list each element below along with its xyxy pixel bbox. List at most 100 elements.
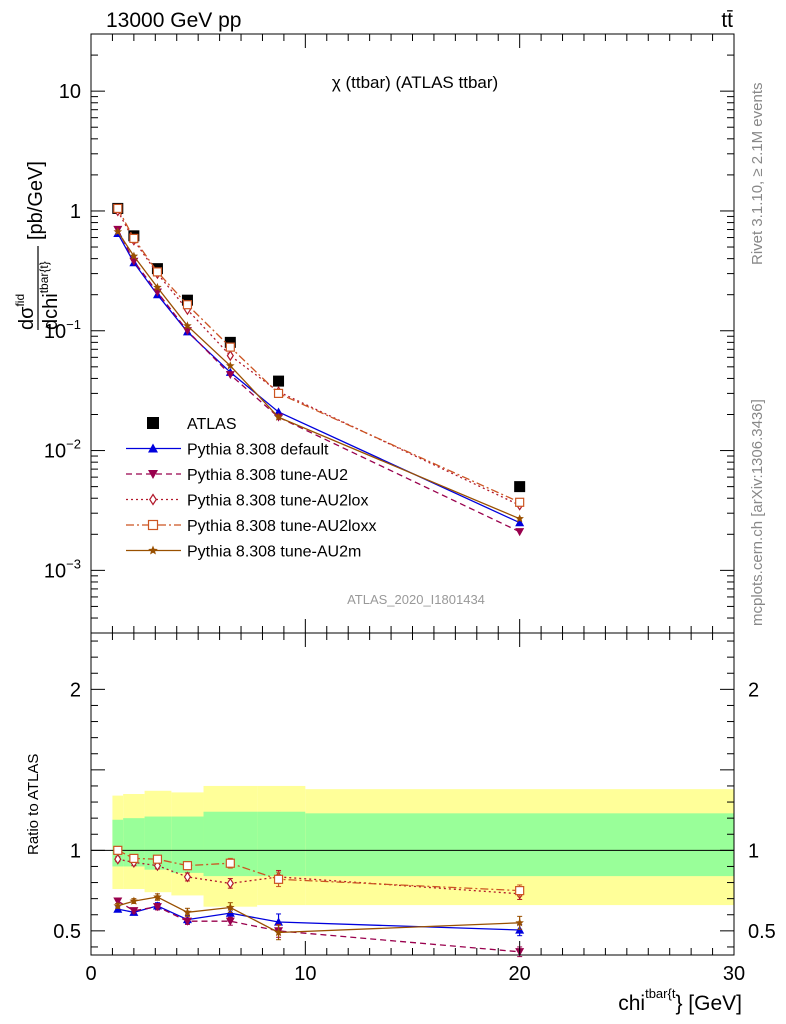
ratio-y-tick-label-right: 1 bbox=[748, 840, 759, 862]
legend-item-atlas: ATLAS bbox=[147, 416, 237, 433]
ratio-y-tick-label-right: 0.5 bbox=[748, 921, 776, 943]
ratio-y-tick-label-left: 2 bbox=[70, 679, 81, 701]
series-pythia-8-308-tune-au2loxx bbox=[113, 203, 525, 507]
point-pythia-8-308-tune-au2loxx bbox=[515, 497, 525, 507]
band-green bbox=[305, 813, 734, 877]
y-tick-label: 10−3 bbox=[44, 556, 81, 582]
ratio-point-pythia-8-308-tune-au2 bbox=[225, 917, 235, 926]
point-pythia-8-308-tune-au2loxx bbox=[273, 388, 284, 398]
legend-label: Pythia 8.308 tune-AU2 bbox=[187, 467, 348, 484]
point-pythia-8-308-tune-au2loxx bbox=[129, 233, 139, 244]
ratio-point-pythia-8-308-tune-au2loxx bbox=[152, 854, 163, 864]
ratio-point-pythia-8-308-tune-au2m bbox=[153, 892, 162, 901]
ratio-point-pythia-8-308-tune-au2m bbox=[274, 928, 283, 937]
ratio-bands bbox=[91, 785, 734, 907]
ratio-line-pythia-8-308-default bbox=[117, 905, 520, 931]
point-pythia-8-308-tune-au2loxx bbox=[152, 267, 163, 277]
ratio-point-pythia-8-308-default bbox=[274, 917, 284, 926]
ratio-y-tick-label-right: 2 bbox=[748, 679, 759, 701]
energy-label: 13000 GeV pp bbox=[106, 9, 241, 32]
point-pythia-8-308-default bbox=[515, 518, 525, 527]
y-tick-label: 10−1 bbox=[44, 317, 81, 343]
legend-marker bbox=[148, 470, 158, 479]
ratio-point-pythia-8-308-tune-au2m bbox=[515, 918, 524, 927]
svg-text:[pb/GeV]: [pb/GeV] bbox=[25, 161, 47, 240]
ratio-point-pythia-8-308-tune-au2lox bbox=[226, 877, 234, 889]
ratio-series-pythia-8-308-tune-au2 bbox=[113, 897, 525, 958]
legend-label: Pythia 8.308 tune-AU2loxx bbox=[187, 518, 376, 535]
series-pythia-8-308-tune-au2 bbox=[113, 225, 525, 537]
ratio-ticks: 0.5 0.51 12 20 10 20 30 bbox=[53, 633, 776, 985]
legend-label: ATLAS bbox=[187, 416, 237, 433]
legend-item-pythia-8-308-tune-au2lox: Pythia 8.308 tune-AU2lox bbox=[126, 493, 368, 510]
series-line-pythia-8-308-tune-au2 bbox=[117, 229, 520, 533]
ratio-series-pythia-8-308-tune-au2m bbox=[113, 892, 524, 941]
ratio-panel: 0.5 0.51 12 20 10 20 30 Ratio to ATLAS bbox=[25, 632, 776, 985]
svg-text:dσfid: dσfid bbox=[13, 294, 38, 330]
point-atlas bbox=[224, 336, 236, 348]
watermark: ATLAS_2020_I1801434 bbox=[347, 592, 485, 607]
point-pythia-8-308-tune-au2 bbox=[152, 288, 162, 297]
x-axis-label: chitbar{t} [GeV] bbox=[618, 986, 742, 1015]
ratio-line-pythia-8-308-tune-au2 bbox=[117, 900, 520, 953]
main-title: χ (ttbar) (ATLAS ttbar) bbox=[332, 73, 498, 92]
legend-item-pythia-8-308-tune-au2: Pythia 8.308 tune-AU2 bbox=[126, 467, 348, 484]
ratio-y-tick-label-left: 1 bbox=[70, 840, 81, 862]
legend-marker bbox=[147, 519, 159, 531]
point-pythia-8-308-default bbox=[274, 407, 284, 416]
ratio-point-pythia-8-308-tune-au2loxx bbox=[515, 885, 525, 896]
ratio-point-pythia-8-308-tune-au2m bbox=[183, 907, 192, 916]
main-series-layer bbox=[112, 202, 526, 537]
series-line-pythia-8-308-tune-au2lox bbox=[117, 210, 520, 506]
main-ylabel: dσfid dchitbar{t} [pb/GeV] bbox=[13, 161, 62, 330]
y-tick-label: 1 bbox=[70, 201, 81, 223]
ratio-point-pythia-8-308-tune-au2m bbox=[129, 896, 139, 905]
ratio-point-pythia-8-308-tune-au2lox bbox=[183, 871, 192, 883]
legend-label: Pythia 8.308 tune-AU2lox bbox=[187, 493, 368, 510]
point-pythia-8-308-tune-au2loxx bbox=[113, 203, 123, 214]
point-pythia-8-308-tune-au2m bbox=[515, 514, 524, 523]
ratio-y-tick-label-left: 0.5 bbox=[53, 921, 81, 943]
legend-label: Pythia 8.308 tune-AU2m bbox=[187, 544, 361, 561]
main-ticks: 10−3 10−2 10−1 1 10 bbox=[44, 33, 735, 634]
point-pythia-8-308-tune-au2loxx bbox=[182, 300, 193, 310]
legend-item-pythia-8-308-default: Pythia 8.308 default bbox=[126, 442, 329, 459]
point-atlas bbox=[273, 375, 285, 387]
point-pythia-8-308-tune-au2m bbox=[113, 227, 123, 236]
ratio-point-pythia-8-308-tune-au2loxx bbox=[182, 861, 193, 871]
x-tick-label: 20 bbox=[509, 963, 531, 985]
rivet-label: Rivet 3.1.10, ≥ 2.1M events bbox=[749, 83, 766, 266]
ratio-point-pythia-8-308-tune-au2 bbox=[152, 903, 162, 912]
point-atlas bbox=[514, 481, 526, 493]
ratio-point-pythia-8-308-tune-au2lox bbox=[114, 853, 122, 865]
legend: ATLAS Pythia 8.308 default Pythia 8.308 tu… bbox=[126, 416, 376, 561]
ratio-point-pythia-8-308-tune-au2m bbox=[113, 901, 123, 910]
legend-label: Pythia 8.308 default bbox=[187, 442, 329, 459]
point-pythia-8-308-tune-au2m bbox=[153, 282, 162, 292]
ratio-series-layer bbox=[113, 845, 525, 958]
point-pythia-8-308-tune-au2 bbox=[225, 371, 235, 380]
legend-marker bbox=[147, 417, 159, 429]
x-tick-label: 0 bbox=[85, 963, 96, 985]
ratio-point-pythia-8-308-tune-au2 bbox=[182, 917, 192, 926]
x-tick-label: 30 bbox=[723, 963, 745, 985]
point-pythia-8-308-tune-au2 bbox=[515, 528, 525, 537]
point-pythia-8-308-tune-au2 bbox=[182, 327, 192, 336]
legend-marker bbox=[149, 493, 157, 506]
ratio-point-pythia-8-308-tune-au2loxx bbox=[129, 853, 139, 864]
series-pythia-8-308-tune-au2m bbox=[113, 227, 524, 523]
ratio-point-pythia-8-308-tune-au2 bbox=[129, 907, 139, 916]
point-pythia-8-308-tune-au2lox bbox=[226, 350, 234, 362]
legend-item-pythia-8-308-tune-au2loxx: Pythia 8.308 tune-AU2loxx bbox=[126, 518, 376, 535]
ratio-series-pythia-8-308-tune-au2loxx bbox=[113, 845, 525, 897]
point-pythia-8-308-tune-au2m bbox=[226, 361, 235, 370]
legend-item-pythia-8-308-tune-au2m: Pythia 8.308 tune-AU2m bbox=[126, 544, 361, 561]
point-pythia-8-308-tune-au2m bbox=[129, 251, 139, 260]
mcplots-label: mcplots.cern.ch [arXiv:1306.3436] bbox=[749, 399, 766, 626]
svg-text:dchitbar{t}: dchitbar{t} bbox=[37, 261, 62, 330]
ratio-point-pythia-8-308-tune-au2m bbox=[226, 903, 235, 912]
ratio-point-pythia-8-308-tune-au2loxx bbox=[113, 845, 123, 855]
x-tick-label: 10 bbox=[294, 963, 316, 985]
